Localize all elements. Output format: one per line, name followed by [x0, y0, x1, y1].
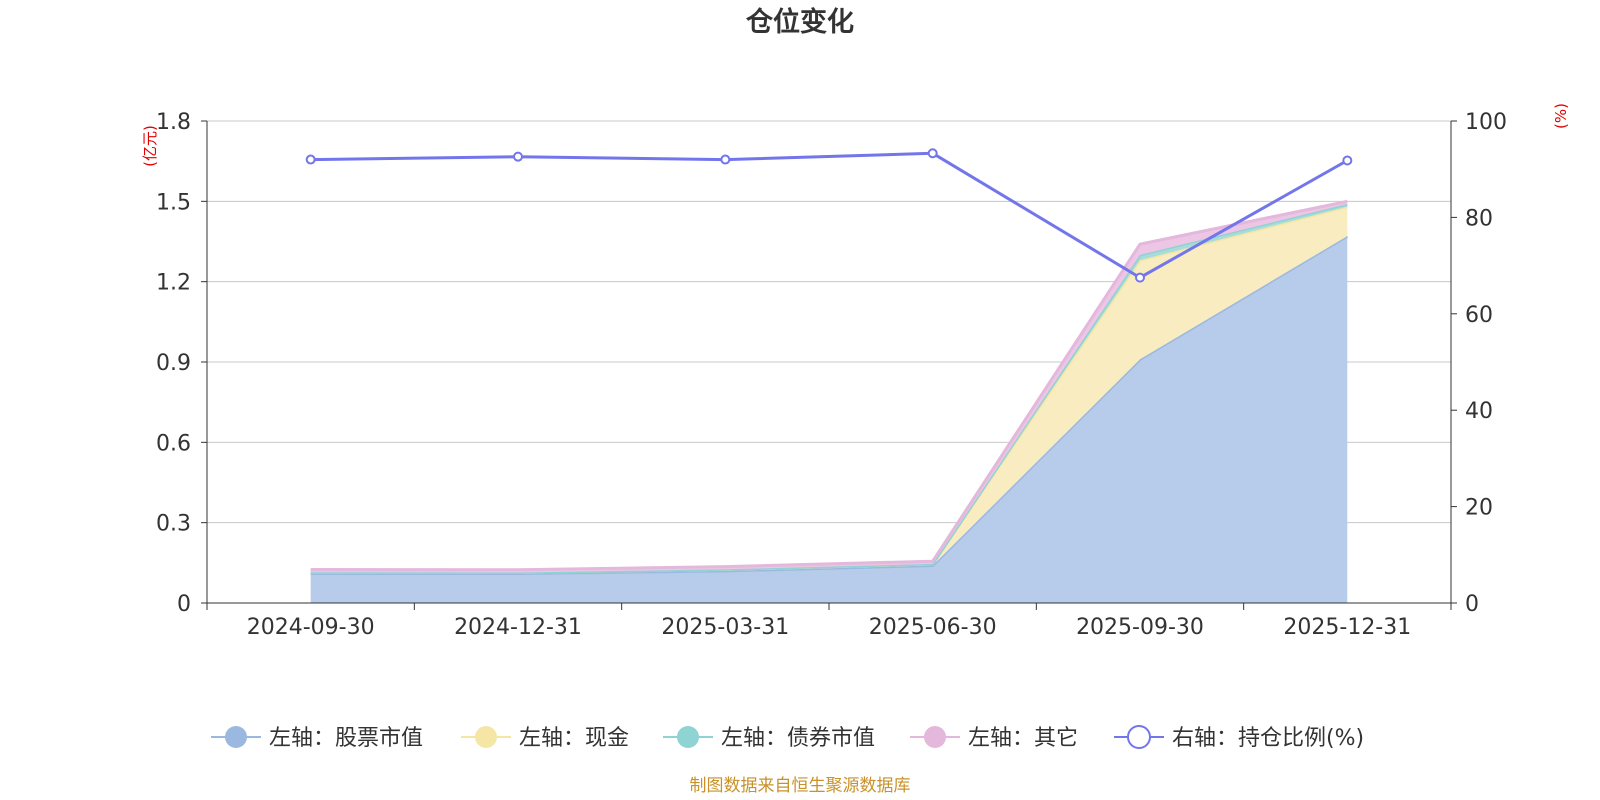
legend-label-0: 左轴：股票市值 [269, 726, 423, 751]
x-tick-label: 2025-06-30 [869, 615, 997, 640]
legend-label-1: 左轴：现金 [519, 726, 629, 751]
ratio-point [720, 154, 731, 165]
legend-label-4: 右轴：持仓比例(%) [1172, 726, 1364, 751]
legend-marker-2 [677, 726, 699, 748]
area-series [310, 199, 1349, 603]
ratio-line-series [305, 148, 1353, 283]
right-axis-unit: (%) [1552, 103, 1570, 129]
right-tick-label: 20 [1465, 496, 1493, 521]
ratio-point [1342, 155, 1353, 166]
left-tick-label: 0 [177, 592, 191, 617]
legend-marker-0 [225, 726, 247, 748]
right-tick-label: 100 [1465, 110, 1507, 135]
legend-marker-3 [924, 726, 946, 748]
axes: 0 0.3 0.6 0.9 1.2 1.5 1.8 0 20 40 60 80 100 2024-09-3… [156, 110, 1507, 640]
left-tick-label: 0.3 [156, 512, 191, 537]
area-line-3 [310, 199, 1348, 572]
legend-marker-4 [1127, 725, 1151, 749]
grid-lines [207, 120, 1451, 604]
area-0 [310, 236, 1348, 603]
x-tick-label: 2024-09-30 [247, 615, 375, 640]
right-tick-label: 0 [1465, 592, 1479, 617]
left-tick-label: 0.6 [156, 431, 191, 456]
left-tick-label: 1.5 [156, 190, 191, 215]
area-1 [310, 206, 1348, 574]
right-tick-label: 60 [1465, 303, 1493, 328]
x-tick-label: 2025-03-31 [661, 615, 789, 640]
right-tick-label: 40 [1465, 399, 1493, 424]
left-tick-label: 1.2 [156, 271, 191, 296]
source-note: 制图数据来自恒生聚源数据库 [690, 776, 911, 796]
legend: 左轴：股票市值 左轴：现金 左轴：债券市值 左轴：其它 右轴：持仓比例(%) [211, 725, 1364, 751]
left-tick-label: 0.9 [156, 351, 191, 376]
x-tick-label: 2024-12-31 [454, 615, 582, 640]
x-tick-label: 2025-09-30 [1076, 615, 1204, 640]
ratio-point [305, 154, 316, 165]
ratio-line [310, 151, 1349, 280]
ratio-point [513, 151, 523, 162]
legend-label-3: 左轴：其它 [968, 726, 1078, 751]
legend-label-2: 左轴：债券市值 [721, 726, 875, 751]
x-tick-label: 2025-12-31 [1283, 615, 1411, 640]
ratio-point [1135, 272, 1145, 283]
left-tick-label: 1.8 [156, 110, 191, 135]
ratio-point [927, 148, 938, 159]
chart-title: 仓位变化 [745, 6, 854, 38]
left-axis-unit: (亿元) [141, 125, 159, 167]
legend-marker-1 [475, 726, 497, 748]
right-tick-label: 80 [1465, 206, 1493, 231]
